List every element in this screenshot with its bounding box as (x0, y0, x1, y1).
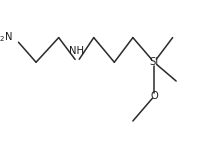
Text: O: O (150, 91, 158, 101)
Text: NH: NH (69, 46, 84, 56)
Text: Si: Si (150, 57, 159, 67)
Text: H$_2$N: H$_2$N (0, 31, 13, 45)
